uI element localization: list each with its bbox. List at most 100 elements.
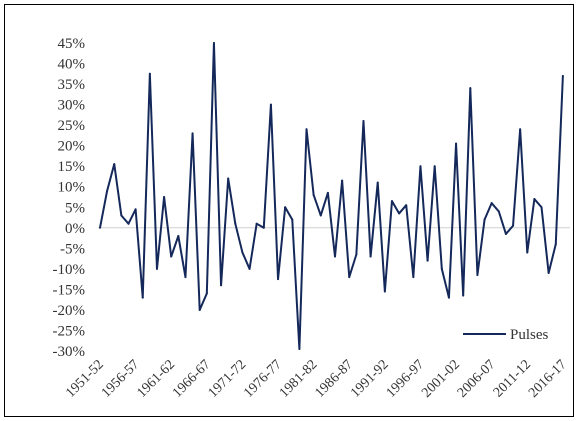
data-point (191, 132, 194, 135)
x-tick-label: 1956-57 (99, 357, 143, 401)
line-chart: -30% -25% -20% -15% -10% -5% 0% 5% 10% 15% 20% 25% 3… (53, 36, 570, 401)
x-tick-label: 2001-02 (419, 357, 463, 401)
data-point (234, 222, 237, 225)
y-tick-label: 0% (65, 221, 85, 237)
x-tick-label: 1971-72 (206, 357, 250, 401)
data-point (376, 181, 379, 184)
y-tick-label: -20% (53, 303, 86, 319)
data-point (447, 296, 450, 299)
y-tick-label: -10% (53, 262, 86, 278)
data-point (319, 214, 322, 217)
data-point (405, 204, 408, 207)
data-point (547, 271, 550, 274)
x-tick-label: 1991-92 (348, 357, 392, 401)
data-point (148, 72, 151, 75)
data-point (490, 202, 493, 205)
y-tick-label: 5% (65, 200, 85, 216)
x-tick-label: 1961-62 (134, 357, 178, 401)
data-point (483, 218, 486, 221)
data-point (561, 74, 564, 77)
data-point (476, 274, 479, 277)
data-point (305, 128, 308, 131)
data-point (205, 292, 208, 295)
data-point (426, 259, 429, 262)
data-point (106, 189, 109, 192)
y-tick-label: 10% (58, 180, 86, 196)
legend-label-pulses: Pulses (510, 327, 549, 343)
data-point (326, 191, 329, 194)
data-point (277, 278, 280, 281)
data-point (540, 206, 543, 209)
data-point (433, 165, 436, 168)
y-tick-label: 35% (58, 77, 86, 93)
data-point (334, 255, 336, 258)
data-point (177, 235, 180, 238)
data-point (533, 198, 536, 201)
x-tick-label: 1986-87 (312, 357, 356, 401)
data-point (227, 177, 230, 180)
data-point (291, 218, 294, 221)
y-axis: -30% -25% -20% -15% -10% -5% 0% 5% 10% 15% 20% 25% 3… (53, 36, 570, 360)
data-point (120, 214, 123, 217)
x-tick-label: 1976-77 (241, 357, 285, 401)
data-point (298, 347, 301, 350)
data-point (348, 276, 351, 279)
data-point (412, 276, 415, 279)
chart-frame: -30% -25% -20% -15% -10% -5% 0% 5% 10% 15% 20% 25% 3… (4, 4, 574, 417)
data-point (355, 253, 358, 256)
data-point (497, 210, 500, 213)
data-point (341, 179, 344, 182)
y-tick-label: -5% (60, 241, 85, 257)
series-layer (99, 42, 564, 350)
data-point (241, 251, 244, 254)
data-point (369, 255, 372, 258)
x-tick-label: 1951-52 (63, 357, 107, 401)
x-tick-label: 2011-12 (491, 357, 534, 400)
data-point (554, 243, 557, 246)
data-point (127, 222, 130, 225)
data-point (312, 193, 315, 196)
data-point (383, 290, 386, 293)
data-point (99, 226, 101, 229)
data-point (141, 296, 144, 299)
data-point (398, 212, 401, 215)
data-point (455, 142, 458, 145)
x-tick-label: 1966-67 (170, 357, 214, 401)
data-point (512, 224, 515, 227)
data-point (184, 276, 187, 279)
y-tick-label: -15% (53, 282, 86, 298)
y-tick-label: 20% (58, 139, 86, 155)
data-point (440, 267, 443, 270)
x-tick-label: 1996-97 (384, 357, 428, 401)
data-point (212, 42, 215, 44)
y-tick-label: 40% (58, 57, 86, 73)
data-point (269, 103, 272, 106)
series-line-pulses (99, 42, 564, 350)
data-point (248, 267, 251, 270)
data-point (113, 163, 116, 166)
data-point (419, 165, 422, 168)
legend: Pulses (463, 327, 549, 343)
data-point (198, 308, 201, 311)
data-point (462, 294, 465, 297)
data-point (170, 255, 173, 258)
data-point (362, 120, 365, 123)
data-point (262, 226, 265, 229)
y-tick-label: 15% (58, 159, 86, 175)
y-tick-label: -25% (53, 323, 86, 339)
x-tick-label: 1981-82 (277, 357, 321, 401)
data-point (469, 87, 472, 90)
data-point (163, 196, 166, 198)
y-tick-label: 25% (58, 118, 86, 134)
data-point (504, 232, 507, 235)
data-point (284, 206, 287, 209)
data-point (134, 208, 137, 211)
y-tick-label: 45% (58, 36, 86, 52)
data-point (526, 251, 529, 254)
data-point (255, 222, 258, 225)
data-point (390, 200, 393, 203)
data-point (155, 267, 158, 270)
data-point (519, 128, 522, 131)
y-tick-label: -30% (53, 344, 86, 360)
x-tick-label: 2006-07 (455, 357, 499, 401)
